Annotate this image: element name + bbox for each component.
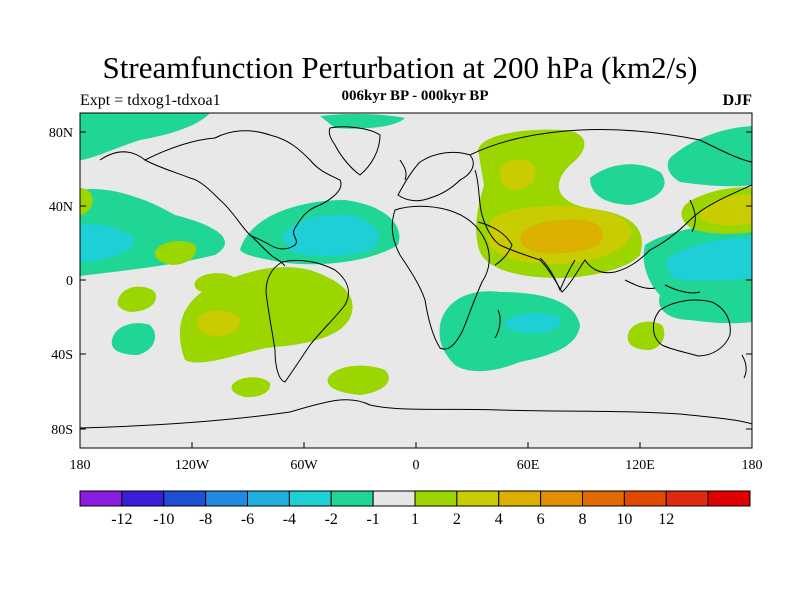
axis-ticks (79, 131, 753, 448)
anomaly-region-madagascar-core (505, 313, 561, 334)
anomaly-region-sw-atlantic-pos (327, 365, 389, 395)
colorbar-swatch (372, 490, 416, 507)
coast-greenland (328, 126, 381, 176)
coast-japan (689, 199, 696, 233)
colorbar-label: 10 (616, 511, 632, 528)
coast-central-america (249, 234, 286, 267)
lon-tick-label: 180 (70, 458, 91, 473)
colorbar-labels: -12 -10 -8 -6 -4 -2 -1 1 2 4 6 8 10 12 (111, 511, 674, 528)
colorbar-swatch (247, 490, 290, 507)
colorbar-label: 12 (658, 511, 674, 528)
anomaly-region-caribbean-pos (194, 273, 236, 294)
lon-tick-label: 60E (517, 458, 540, 473)
experiment-label: Expt = tdxog1-tdxoa1 (80, 92, 221, 109)
lon-tick-label: 60W (290, 458, 318, 473)
anomaly-region-south-america-pos2 (197, 310, 241, 337)
lon-tick-label: 120E (625, 458, 655, 473)
anomaly-region-south-pacific (111, 323, 156, 355)
coast-antarctica (80, 399, 752, 429)
anomaly-region-australia-pos (627, 321, 665, 350)
colorbar-swatch (288, 490, 332, 507)
coast-africa (391, 205, 490, 350)
coast-new-zealand (741, 354, 747, 379)
colorbar-label: -6 (241, 511, 254, 528)
coast-south-america (265, 259, 349, 383)
colorbar-swatch (540, 490, 583, 507)
anomaly-region-npac-core (80, 224, 135, 263)
anomaly-region-southern-ocean-pos (231, 377, 271, 398)
coast-alaska (99, 151, 146, 161)
lat-tick-label: 80S (51, 423, 73, 438)
coast-arabia (477, 221, 513, 266)
colorbar-swatch (121, 490, 165, 507)
colorbar-swatch (456, 490, 500, 507)
colorbar-swatch (414, 490, 458, 507)
lat-tick-label: 40S (51, 348, 73, 363)
anomaly-region-ne-pacific-pos (80, 188, 93, 215)
lat-tick-label: 80N (49, 126, 73, 141)
lon-tick-label: 0 (413, 458, 420, 473)
coast-uk (399, 159, 407, 181)
colorbar-swatches (79, 490, 751, 507)
colorbar-label: 4 (495, 511, 503, 528)
anomaly-region-tasman (702, 287, 746, 318)
anomaly-region-siberia-pos2 (499, 159, 536, 190)
lon-tick-labels: 180 120W 60W 0 60E 120E 180 (70, 458, 763, 473)
coast-eurasia (469, 128, 752, 293)
coast-north-america (143, 130, 342, 250)
lon-tick-label: 180 (742, 458, 763, 473)
anomaly-region-nw-pacific (590, 164, 665, 205)
anomaly-region-pacific-core (665, 237, 752, 281)
lat-tick-label: 0 (66, 274, 73, 289)
coast-india (539, 257, 576, 292)
colorbar-swatch (582, 490, 625, 507)
colorbar-swatch (665, 490, 709, 507)
coast-australia (653, 299, 731, 357)
coast-maritime (624, 279, 701, 294)
colorbar-label: -4 (283, 511, 296, 528)
anomaly-region-arctic-west (80, 113, 210, 160)
colorbar-swatch (330, 490, 374, 507)
plot-subtitle: 006kyr BP - 000kyr BP (341, 88, 489, 104)
colorbar-label: 2 (453, 511, 461, 528)
colorbar-label: -10 (153, 511, 174, 528)
colorbar-label: -12 (111, 511, 132, 528)
colorbar: -12 -10 -8 -6 -4 -2 -1 1 2 4 6 8 10 12 (79, 490, 751, 528)
colorbar-label: 1 (411, 511, 419, 528)
colorbar-label: 8 (579, 511, 587, 528)
colorbar-swatch (205, 490, 248, 507)
colorbar-swatch (498, 490, 542, 507)
coast-europe (397, 151, 474, 202)
coastline-layer (80, 126, 752, 429)
colorbar-swatch (79, 490, 123, 507)
lat-tick-label: 40N (49, 200, 73, 215)
season-label: DJF (722, 92, 752, 109)
coast-madagascar (494, 309, 501, 339)
anomaly-region-natl-core (282, 214, 379, 257)
colorbar-label: -1 (366, 511, 379, 528)
contour-fill-layer (80, 113, 752, 398)
plot-title: Streamfunction Perturbation at 200 hPa (… (102, 50, 698, 85)
anomaly-region-south-pacific-pos (117, 286, 156, 312)
map-panel: 80N 40N 0 40S 80S 180 120W 60W 0 60E 120… (49, 112, 763, 473)
colorbar-swatch (707, 490, 751, 507)
lon-tick-label: 120W (175, 458, 210, 473)
anomaly-region-north-pacific-pos2 (700, 194, 752, 226)
colorbar-label: -2 (325, 511, 338, 528)
anomaly-region-tibet-pos3 (520, 219, 603, 254)
colorbar-swatch (623, 490, 667, 507)
anomaly-region-arctic-central (320, 113, 405, 129)
colorbar-swatch (163, 490, 207, 507)
lat-tick-labels: 80N 40N 0 40S 80S (49, 126, 73, 438)
anomaly-region-south-africa (439, 291, 580, 372)
anomaly-region-hawaii-pos (154, 240, 197, 265)
colorbar-label: -8 (199, 511, 212, 528)
anomaly-region-arctic-east (667, 126, 752, 187)
colorbar-label: 6 (537, 511, 545, 528)
